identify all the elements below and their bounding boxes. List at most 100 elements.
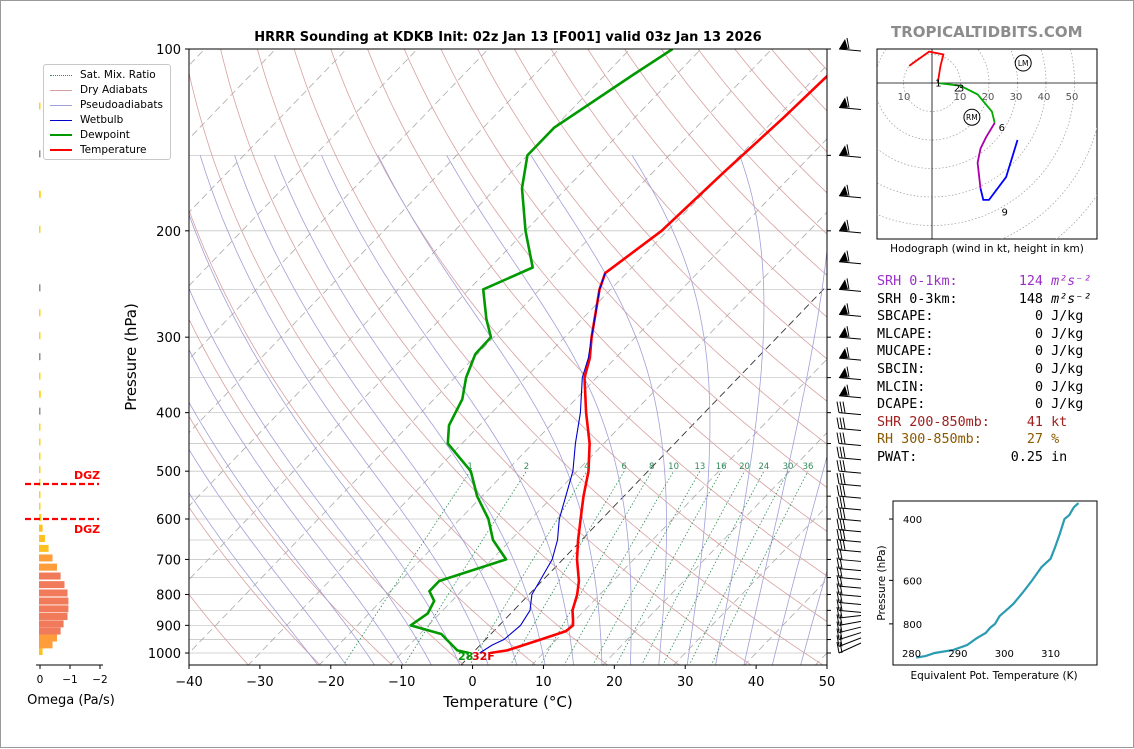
wind-barb-feather — [837, 460, 839, 471]
wind-barb-feather — [837, 402, 839, 413]
omega-x-tick-label: 0 — [37, 674, 44, 686]
wind-barb-flag — [839, 386, 848, 396]
hodograph-height-label: 3 — [958, 84, 964, 95]
wind-barb-staff — [839, 444, 861, 446]
wind-barb — [837, 460, 861, 473]
wind-barb-flag — [839, 221, 848, 231]
mixing-ratio-label: 8 — [649, 462, 654, 472]
dry-adiabat — [294, 49, 824, 666]
mixing-ratio-line — [711, 471, 808, 666]
omega-bar — [39, 491, 41, 498]
wind-barb-staff — [839, 471, 861, 473]
pseudoadiabat — [235, 155, 517, 665]
wind-barb — [839, 367, 861, 380]
omega-bar — [39, 226, 41, 233]
y-tick-label: 600 — [156, 513, 181, 528]
wind-barb-flag — [839, 279, 848, 289]
wind-barb-feather — [837, 529, 839, 540]
dgz-label: DGZ — [74, 523, 100, 536]
wind-barb-staff — [839, 586, 861, 588]
wind-barb-feather — [843, 460, 845, 471]
wind-barb-staff — [839, 289, 861, 291]
omega-bar — [39, 391, 41, 398]
wind-barb-feather — [840, 473, 842, 484]
pseudoadiabat — [76, 155, 347, 665]
wind-barb-feather — [843, 418, 845, 429]
wind-barbs — [837, 38, 861, 653]
wind-barb-feather — [843, 447, 845, 458]
hodograph-ring-label: 50 — [1066, 92, 1079, 103]
pseudoadiabat — [447, 155, 632, 665]
mixing-ratio-label: 2 — [524, 462, 529, 472]
wind-barb-staff — [839, 458, 861, 460]
legend-item-mix-ratio: Sat. Mix. Ratio — [50, 68, 156, 82]
omega-bar — [39, 648, 43, 655]
hodograph-ring-label: 30 — [1010, 92, 1023, 103]
omega-bar — [39, 284, 41, 291]
wind-barb — [837, 592, 861, 605]
wind-barb-flag — [839, 327, 848, 337]
wind-barb-flag — [839, 368, 848, 378]
wind-barb — [837, 497, 861, 510]
series-temperature — [490, 49, 857, 653]
x-tick-label: 50 — [819, 675, 836, 690]
legend-item-dry-adiabats: Dry Adiabats — [50, 83, 148, 97]
wind-barb-staff — [839, 603, 861, 605]
wind-barb-feather — [840, 460, 842, 471]
pseudoadiabat — [143, 155, 431, 665]
wind-barb-feather — [837, 519, 839, 530]
skewt-legend: Sat. Mix. Ratio Dry Adiabats Pseudoadiab… — [43, 64, 171, 160]
wind-barb-staff — [839, 49, 861, 51]
mixing-ratio-label: 13 — [694, 462, 705, 472]
mixing-ratio-line — [663, 471, 764, 666]
wind-barb-feather — [843, 473, 845, 484]
wind-barb — [837, 583, 861, 596]
y-tick-label: 100 — [156, 43, 181, 58]
wind-barb-staff — [839, 519, 861, 521]
wind-barb — [837, 433, 861, 446]
skewt-x-axis-label: Temperature (°C) — [442, 693, 572, 711]
wind-barb — [839, 278, 861, 291]
wind-barb-feather — [840, 402, 842, 413]
dry-adiabat — [147, 49, 536, 666]
omega-bar — [39, 535, 45, 542]
wind-barb — [839, 385, 861, 398]
wind-barb — [839, 347, 861, 360]
sounding-stats: SRH 0-1km:124 m²s⁻² SRH 0-3km:148 m²s⁻² … — [877, 273, 1091, 467]
wind-barb-feather — [843, 497, 845, 508]
wind-barb-staff — [839, 396, 861, 398]
hodograph-height-label: 9 — [1001, 207, 1007, 218]
omega-bar — [39, 613, 68, 620]
y-tick-label: 300 — [156, 331, 181, 346]
theta-e-x-tick-label: 310 — [1041, 649, 1060, 660]
skewt-y-axis-label: Pressure (hPa) — [122, 303, 140, 411]
omega-bar — [39, 150, 41, 157]
mixing-ratio-label: 6 — [622, 462, 627, 472]
wind-barb-staff — [839, 594, 861, 596]
omega-bar — [39, 598, 68, 605]
omega-bar — [39, 605, 68, 612]
stat-row: SRH 0-1km:124 m²s⁻² — [877, 273, 1091, 291]
wind-barb-feather — [843, 508, 845, 519]
omega-bar — [39, 408, 41, 415]
wind-barb-staff — [839, 610, 861, 612]
omega-x-tick-label: −2 — [92, 674, 107, 686]
x-tick-label: 40 — [748, 675, 765, 690]
omega-bar — [39, 424, 41, 431]
wind-barb-feather — [837, 539, 839, 550]
omega-bar — [39, 628, 61, 635]
y-tick-label: 800 — [156, 588, 181, 603]
mixing-ratio-line — [469, 471, 587, 666]
wind-barb — [837, 485, 861, 498]
wind-barb-staff — [839, 337, 861, 339]
stat-row: MLCAPE:0 J/kg — [877, 326, 1091, 344]
mixing-ratio-label: 4 — [584, 462, 589, 472]
isotherm — [106, 49, 701, 666]
omega-bar — [39, 353, 41, 360]
mixing-ratio-label: 10 — [668, 462, 679, 472]
wind-barb-feather — [843, 485, 845, 496]
isotherm — [248, 49, 843, 666]
wind-barb-staff — [839, 508, 861, 510]
